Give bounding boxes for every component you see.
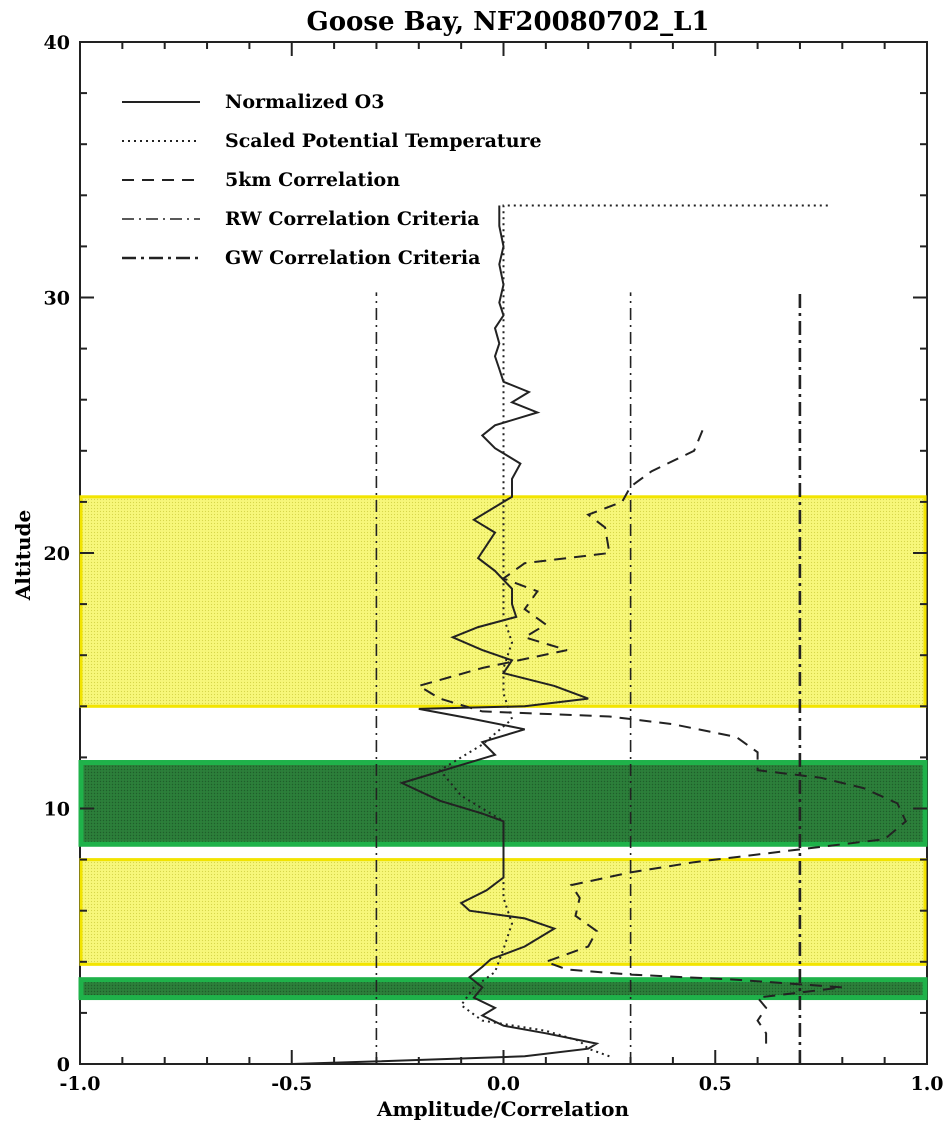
legend-label-4: GW Correlation Criteria xyxy=(225,247,480,269)
legend-label-3: RW Correlation Criteria xyxy=(225,208,480,230)
highlight-band-3 xyxy=(78,977,928,1001)
series-line-2 xyxy=(416,430,908,1044)
y-tick-label: 20 xyxy=(44,543,70,565)
legend-label-0: Normalized O3 xyxy=(225,91,384,113)
legend-label-1: Scaled Potential Temperature xyxy=(225,130,542,152)
axis-ticks xyxy=(79,41,928,1065)
x-tick-label: 0.0 xyxy=(487,1073,520,1095)
y-tick-label: 0 xyxy=(57,1054,70,1076)
axis-tick-labels: 0 10 20 30 40 -1.0 -0.5 0.0 0.5 1.0 xyxy=(44,32,944,1095)
legend: Normalized O3 Scaled Potential Temperatur… xyxy=(122,91,542,269)
x-tick-label: -0.5 xyxy=(271,1073,312,1095)
x-axis-label: Amplitude/Correlation xyxy=(376,1097,629,1121)
x-tick-label: -1.0 xyxy=(60,1073,101,1095)
y-tick-label: 30 xyxy=(44,288,70,310)
y-tick-label: 10 xyxy=(44,799,70,821)
y-axis-label: Altitude xyxy=(11,510,35,601)
x-tick-label: 0.5 xyxy=(699,1073,732,1095)
series-line-1 xyxy=(438,204,830,1058)
series-lines xyxy=(291,204,908,1065)
y-tick-label: 40 xyxy=(44,32,70,54)
x-tick-label: 1.0 xyxy=(910,1073,943,1095)
legend-label-2: 5km Correlation xyxy=(225,169,400,191)
series-line-0 xyxy=(291,205,600,1065)
chart-title: Goose Bay, NF20080702_L1 xyxy=(307,7,710,37)
